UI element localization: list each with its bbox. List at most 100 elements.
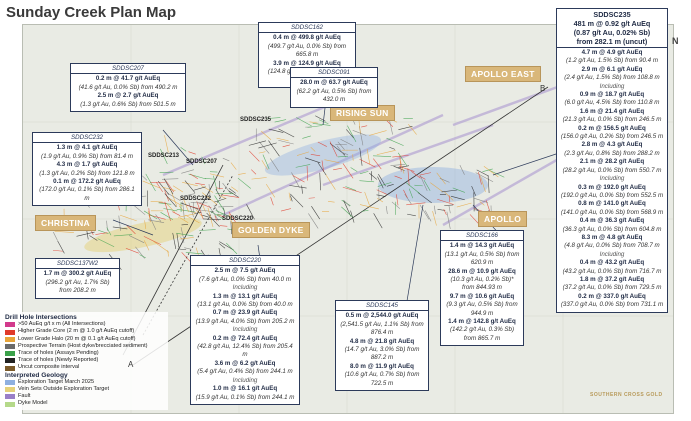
callout-line: (2.3 g/t Au, 0.8% Sb) from 288.2 m (564, 149, 660, 157)
drill-trace (268, 140, 280, 157)
drill-trace (373, 158, 382, 170)
drill-trace (448, 195, 451, 203)
drill-trace (106, 220, 108, 231)
callout-line: 0.7 m @ 23.9 g/t AuEq (212, 309, 278, 317)
drill-trace (203, 218, 221, 220)
legend-item: Trace of holes (Newly Reported) (5, 357, 165, 364)
drill-trace (417, 192, 432, 204)
drill-trace (291, 172, 300, 188)
drill-trace (237, 177, 251, 189)
drill-trace (165, 180, 175, 193)
drill-trace (312, 123, 331, 126)
drill-trace (479, 201, 485, 206)
callout-id: SDDSC162 (259, 24, 355, 34)
callout-line: Including (232, 376, 258, 384)
drill-trace (228, 187, 236, 194)
legend-label: Uncut composite interval (18, 364, 80, 371)
callout-line: (9.3 g/t Au, 0.5% Sb) from 944.9 m (446, 301, 518, 317)
drill-trace (112, 226, 128, 230)
drill-trace (189, 211, 197, 213)
drill-trace (446, 211, 451, 230)
separator (557, 47, 667, 48)
callout-line: 2.8 m @ 4.3 g/t AuEq (581, 141, 643, 149)
place-label: CHRISTINA (35, 215, 96, 231)
callout-line: 0.4 m @ 43.2 g/t AuEq (579, 259, 645, 267)
callout-line: 1.8 m @ 37.2 g/t AuEq (579, 275, 645, 283)
drill-trace (324, 159, 340, 163)
drill-trace (407, 168, 410, 186)
drill-trace (248, 140, 266, 146)
drill-trace (347, 125, 357, 142)
callout-line: 3.6 m @ 6.2 g/t AuEq (214, 359, 276, 367)
drill-trace (184, 247, 191, 250)
drill-trace (329, 141, 338, 157)
callout-line: Including (599, 82, 625, 90)
drill-trace (214, 195, 225, 212)
drill-trace (213, 198, 227, 203)
drill-trace (396, 194, 399, 206)
drill-trace (251, 177, 267, 180)
drill-trace (172, 185, 184, 193)
callout-line: (21.3 g/t Au, 0.0% Sb) from 246.5 m (562, 116, 662, 124)
callout-line: (142.2 g/t Au, 0.3% Sb) from 865.7 m (449, 326, 515, 342)
drill-trace (390, 164, 406, 166)
callout-line: Including (232, 284, 258, 292)
drill-trace (317, 162, 327, 176)
drill-trace (150, 201, 163, 203)
drill-trace (215, 187, 223, 190)
drill-trace (369, 130, 387, 136)
callout-line: 0.2 m @ 337.0 g/t AuEq (578, 292, 646, 300)
legend-label: Trace of holes (Assays Pending) (18, 350, 99, 357)
callout-line: (41.6 g/t Au, 0.0% Sb) from 490.2 m (78, 83, 178, 91)
hole-label: SDDSC235 (240, 117, 272, 123)
legend-label: Trace of holes (Newly Reported) (18, 357, 99, 364)
north-arrow: N (672, 36, 679, 46)
drill-trace (155, 214, 162, 222)
drill-trace (249, 150, 260, 162)
drill-trace (142, 175, 148, 181)
drill-trace (208, 184, 211, 198)
drill-trace (432, 211, 437, 226)
callout-line: 0.2 m @ 156.5 g/t AuEq (578, 124, 646, 132)
drill-trace (180, 147, 187, 152)
drill-trace (206, 212, 220, 227)
drill-trace (342, 186, 362, 194)
callout-line: 2.5 m @ 7.5 g/t AuEq (214, 267, 276, 275)
callout-line: (62.2 g/t Au, 0.5% Sb) from 432.0 m (296, 87, 372, 104)
drill-trace (215, 188, 221, 197)
callout-line: (172.0 g/t Au, 0.1% Sb) from 286.1 m (39, 186, 135, 202)
drill-trace (308, 197, 315, 199)
callout-header: 481 m @ 0.92 g/t AuEq (573, 19, 651, 28)
drill-trace (177, 213, 196, 218)
callout-line: 1.4 m @ 14.3 g/t AuEq (449, 242, 515, 250)
callout-line: 1.0 m @ 16.1 g/t AuEq (212, 385, 278, 393)
drill-trace (238, 172, 246, 175)
drill-trace (441, 189, 458, 193)
drill-trace (221, 194, 240, 198)
callout-line: (4.8 g/t Au, 0.0% Sb) from 708.7 m (564, 242, 660, 250)
callout-id: SDDSC220 (191, 257, 299, 267)
drill-trace (190, 173, 199, 180)
drill-trace (177, 248, 187, 251)
exploration-target (264, 134, 382, 176)
drill-trace (475, 172, 494, 183)
drill-trace (376, 194, 386, 197)
callout-box: SDDSC166 1.4 m @ 14.3 g/t AuEq (13.1 g/t A… (440, 230, 524, 347)
drill-trace (57, 240, 65, 254)
drill-trace (133, 204, 146, 215)
callout-id: SDDSC166 (441, 232, 523, 242)
section-line (142, 174, 234, 336)
legend-item: Lower Grade Halo (20 m @ 0.1 g/t AuEq cu… (5, 336, 165, 343)
drill-trace (305, 157, 321, 164)
drill-trace (53, 231, 58, 241)
drill-trace (319, 172, 321, 191)
drill-trace (483, 165, 499, 178)
drill-trace (143, 236, 162, 246)
exploration-target (378, 167, 488, 203)
callout-box: SDDSC232 1.3 m @ 4.1 g/t AuEq (1.9 g/t Au,… (32, 132, 142, 207)
legend-swatch (5, 358, 15, 364)
drill-trace (164, 193, 177, 208)
callout-line: (2.4 g/t Au, 1.5% Sb) from 108.8 m (564, 74, 660, 82)
drill-trace (404, 193, 412, 205)
legend-label: Dyke Model (18, 400, 48, 407)
